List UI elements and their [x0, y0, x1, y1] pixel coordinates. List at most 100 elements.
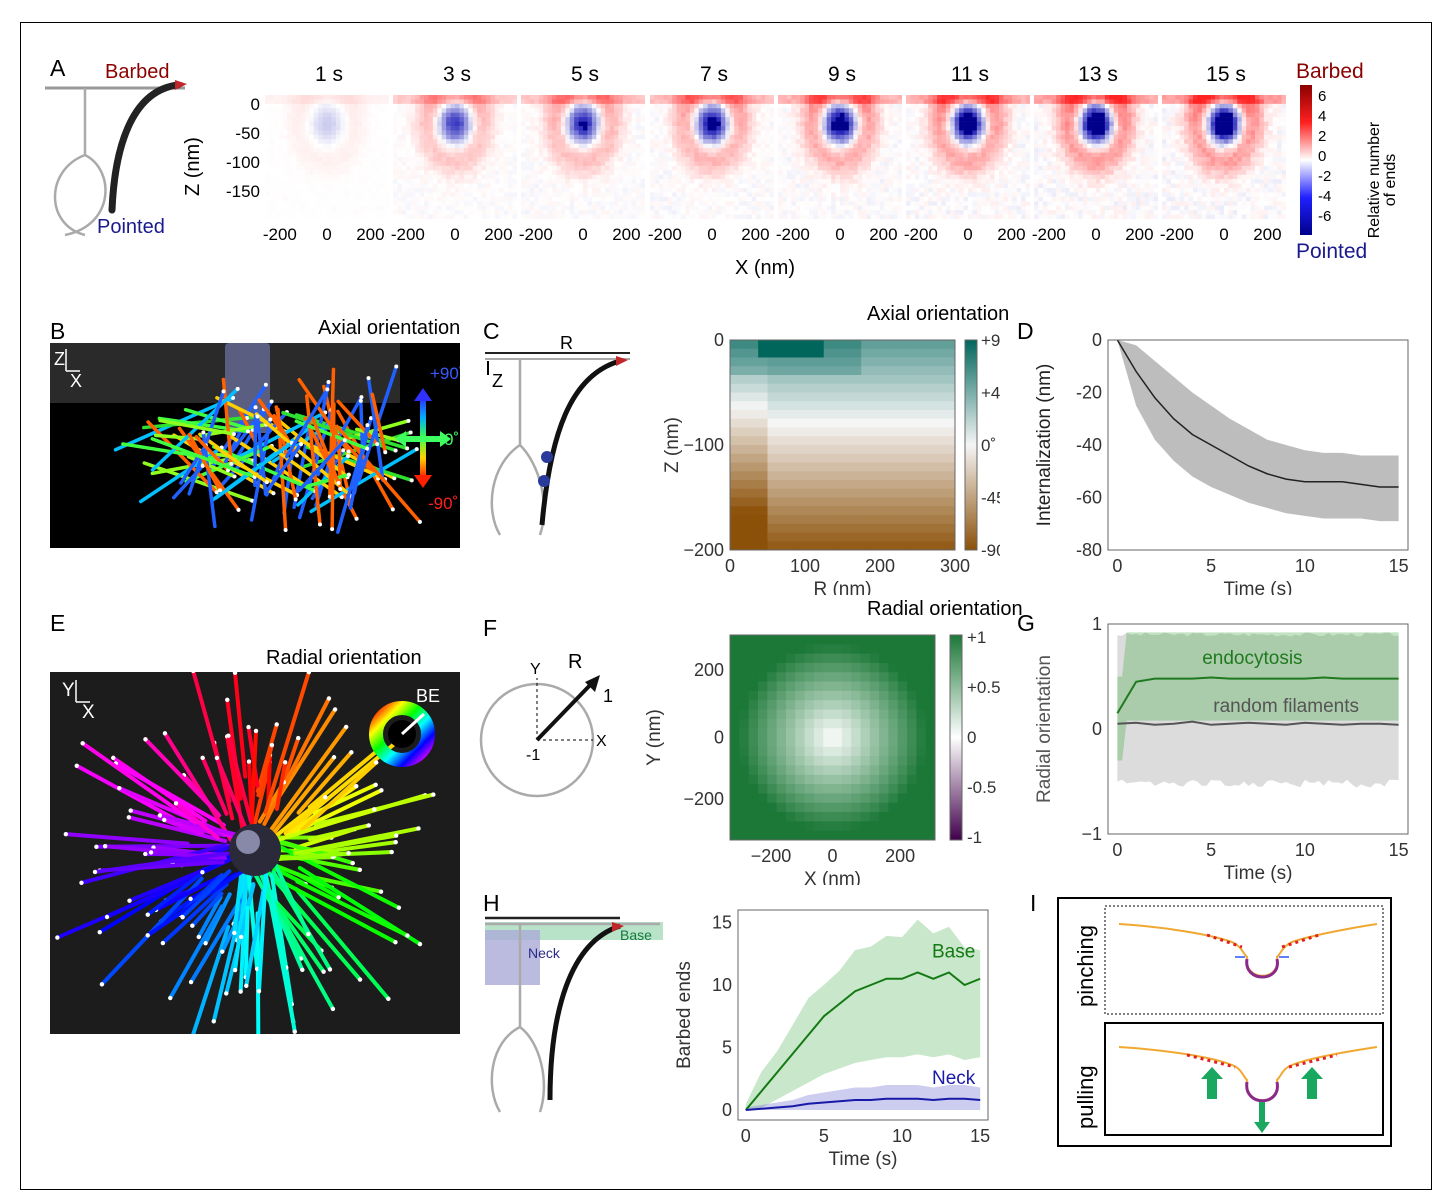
- heatmap-cell: [757, 746, 768, 757]
- pointed-label: Pointed: [97, 216, 165, 238]
- heatmap-cell: [907, 672, 917, 683]
- heatmap-cell: [870, 348, 881, 358]
- panel-label-g: G: [1017, 610, 1035, 636]
- heatmap-cell: [776, 653, 787, 664]
- heatmap-cell: [739, 506, 750, 516]
- heatmap-cell: [795, 410, 806, 420]
- heatmap-cell: [757, 784, 768, 794]
- heatmap-cell: [869, 662, 880, 673]
- heatmap-cell: [851, 681, 861, 692]
- heatmap-frame: [778, 95, 902, 219]
- heatmap-cell: [795, 427, 806, 437]
- x-tick: 5: [1206, 840, 1216, 860]
- heatmap-cell: [795, 635, 806, 645]
- heatmap-cell: [908, 453, 918, 463]
- colorbar-tick: 0˚: [981, 436, 996, 455]
- heatmap-cell: [739, 644, 750, 655]
- heatmap-cell: [776, 375, 787, 385]
- heatmap-cell: [917, 445, 928, 455]
- heatmap-cell: [860, 718, 871, 729]
- heatmap-cell: [851, 662, 861, 673]
- heatmap-cell: [767, 515, 778, 525]
- heatmap-cell: [767, 357, 778, 367]
- heatmap-cell: [804, 672, 815, 683]
- heatmap-cell: [823, 515, 834, 525]
- heatmap-cell: [889, 375, 900, 385]
- heatmap-cell: [926, 357, 937, 367]
- heatmap-cell: [841, 690, 852, 701]
- heatmap-cell: [907, 728, 917, 738]
- heatmap-cell: [823, 765, 833, 776]
- heatmap-cell: [730, 635, 740, 645]
- heatmap-cell: [786, 410, 797, 420]
- heatmap-cell: [832, 793, 843, 804]
- heatmap-cell: [795, 718, 806, 729]
- heatmap-cell: [880, 357, 890, 367]
- heatmap-cell: [739, 348, 750, 358]
- heatmap-cell: [926, 471, 937, 481]
- heatmap-cell: [897, 644, 908, 655]
- heatmap-cell: [767, 383, 778, 393]
- heatmap-cell: [804, 662, 815, 673]
- heatmap-cell: [776, 812, 787, 822]
- heatmap-cell: [861, 480, 872, 490]
- heatmap-cell: [926, 523, 937, 533]
- heatmap-cell: [832, 644, 843, 655]
- x-tick: -200: [903, 225, 938, 244]
- heatmap-cell: [804, 830, 815, 841]
- neck-line: [745, 1097, 981, 1111]
- colorbar-tick: 0: [1318, 148, 1327, 165]
- heatmap-cell: [861, 497, 872, 507]
- heatmap-cell: [814, 497, 825, 507]
- heatmap-cell: [926, 392, 937, 402]
- heatmap-cell: [786, 401, 797, 411]
- c-schematic-z: Z: [492, 371, 503, 391]
- heatmap-cell: [861, 523, 872, 533]
- heatmap-cell: [730, 497, 740, 507]
- x-label: Time (s): [1224, 863, 1293, 884]
- heatmap-cell: [767, 366, 778, 376]
- svg-text:X: X: [596, 733, 607, 750]
- panel-label-i: I: [1030, 890, 1037, 916]
- heatmap-cell: [907, 765, 917, 776]
- heatmap-cell: [861, 541, 872, 551]
- heatmap-cell: [795, 830, 806, 841]
- heatmap-cell: [842, 453, 853, 463]
- heatmap-cell: [776, 392, 787, 402]
- heatmap-cell: [730, 690, 740, 701]
- heatmap-cell: [907, 709, 917, 720]
- heatmap-cell: [748, 375, 759, 385]
- y-tick: 0: [714, 330, 724, 350]
- heatmap-cell: [926, 462, 937, 472]
- heatmap-cell: [748, 418, 759, 428]
- heatmap-cell: [776, 462, 787, 472]
- heatmap-cell: [851, 784, 861, 794]
- heatmap-cell: [767, 672, 778, 683]
- heatmap-cell: [851, 375, 862, 385]
- heatmap-cell: [786, 541, 797, 551]
- heatmap-cell: [916, 802, 927, 813]
- x-tick: 200: [1253, 225, 1282, 244]
- heatmap-cell: [841, 784, 852, 794]
- heatmap-cell: [916, 821, 927, 832]
- heatmap-cell: [945, 375, 956, 385]
- heatmap-cell: [870, 523, 881, 533]
- heatmap-cell: [823, 488, 834, 498]
- endocytosis-band: [1117, 632, 1399, 761]
- heatmap-cell: [730, 357, 740, 367]
- heatmap-cell: [880, 383, 890, 393]
- heatmap-cell: [758, 471, 768, 481]
- heatmap-cell: [907, 644, 917, 655]
- heatmap-cell: [916, 756, 927, 766]
- heatmap-cell: [860, 644, 871, 655]
- heatmap-cell: [823, 690, 833, 701]
- heatmap-cell: [917, 375, 928, 385]
- filament: [157, 813, 237, 837]
- filament: [113, 761, 226, 828]
- heatmap-cell: [823, 480, 834, 490]
- heatmap-cell: [730, 709, 740, 720]
- panel-e-title: Radial orientation: [266, 647, 422, 669]
- heatmap-cell: [814, 445, 825, 455]
- heatmap-cell: [823, 681, 833, 692]
- heatmap-cell: [869, 793, 880, 804]
